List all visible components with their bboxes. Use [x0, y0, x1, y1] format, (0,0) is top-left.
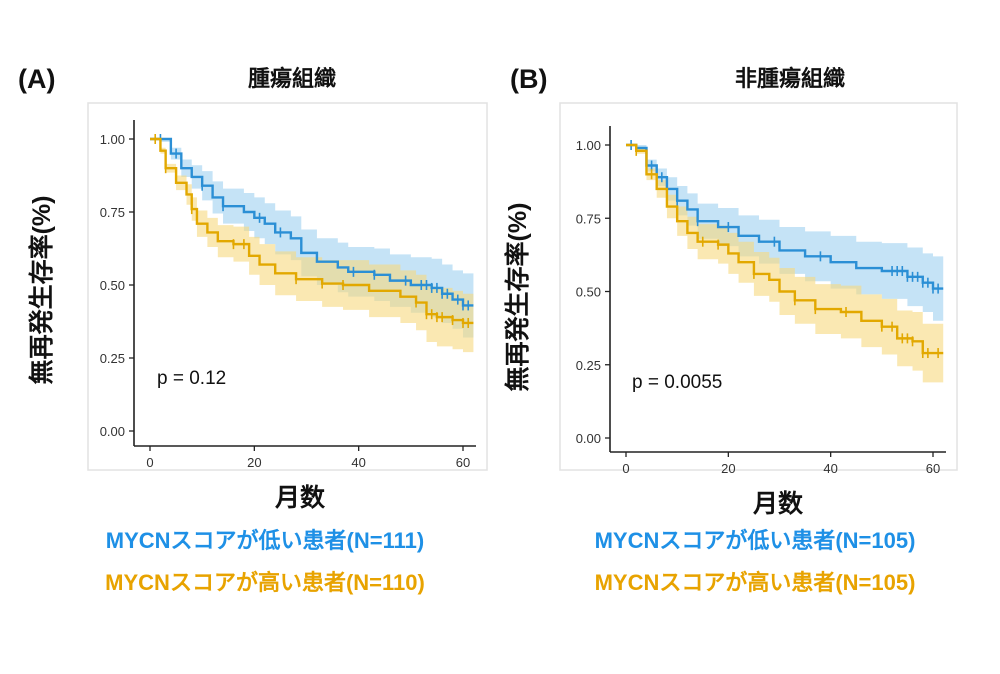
- x-tick-label: 60: [926, 461, 940, 476]
- y-tick-label: 0.25: [576, 358, 601, 373]
- y-tick-label: 1.00: [576, 138, 601, 153]
- x-tick-label: 20: [247, 455, 261, 470]
- y-tick-label: 0.75: [100, 205, 125, 220]
- y-tick-label: 1.00: [100, 132, 125, 147]
- legend-entry-low: MYCNスコアが低い患者(N=111): [106, 528, 424, 553]
- x-tick-label: 40: [351, 455, 365, 470]
- x-axis-label: 月数: [752, 490, 804, 518]
- survival-curve-high: [150, 137, 474, 325]
- legend-entry-high: MYCNスコアが高い患者(N=110): [105, 570, 425, 595]
- x-tick-label: 0: [146, 455, 153, 470]
- legend-entry-low: MYCNスコアが低い患者(N=105): [595, 528, 916, 553]
- y-tick-label: 0.00: [100, 424, 125, 439]
- y-axis-label: 無再発生存率(%): [503, 203, 532, 392]
- y-tick-label: 0.25: [100, 351, 125, 366]
- panel-title: 腫瘍組織: [248, 66, 336, 91]
- ci-band-low: [626, 145, 944, 321]
- y-tick-label: 0.50: [576, 285, 601, 300]
- x-tick-label: 20: [721, 461, 735, 476]
- x-tick-label: 0: [622, 461, 629, 476]
- x-tick-label: 60: [456, 455, 470, 470]
- p-value-annotation: p = 0.12: [157, 368, 226, 389]
- y-tick-label: 0.00: [576, 431, 601, 446]
- y-axis-label: 無再発生存率(%): [27, 196, 56, 385]
- ci-band-high: [150, 139, 474, 353]
- panel-label: (B): [510, 64, 547, 94]
- y-tick-label: 0.50: [100, 278, 125, 293]
- survival-curve-low: [626, 143, 944, 290]
- panel-title: 非腫瘍組織: [735, 66, 845, 91]
- p-value-annotation: p = 0.0055: [632, 372, 722, 393]
- ci-band-high: [626, 145, 944, 383]
- legend-entry-high: MYCNスコアが高い患者(N=105): [595, 570, 916, 595]
- x-axis-label: 月数: [274, 484, 326, 512]
- y-tick-label: 0.75: [576, 211, 601, 226]
- x-tick-label: 40: [823, 461, 837, 476]
- panel-label: (A): [18, 64, 55, 94]
